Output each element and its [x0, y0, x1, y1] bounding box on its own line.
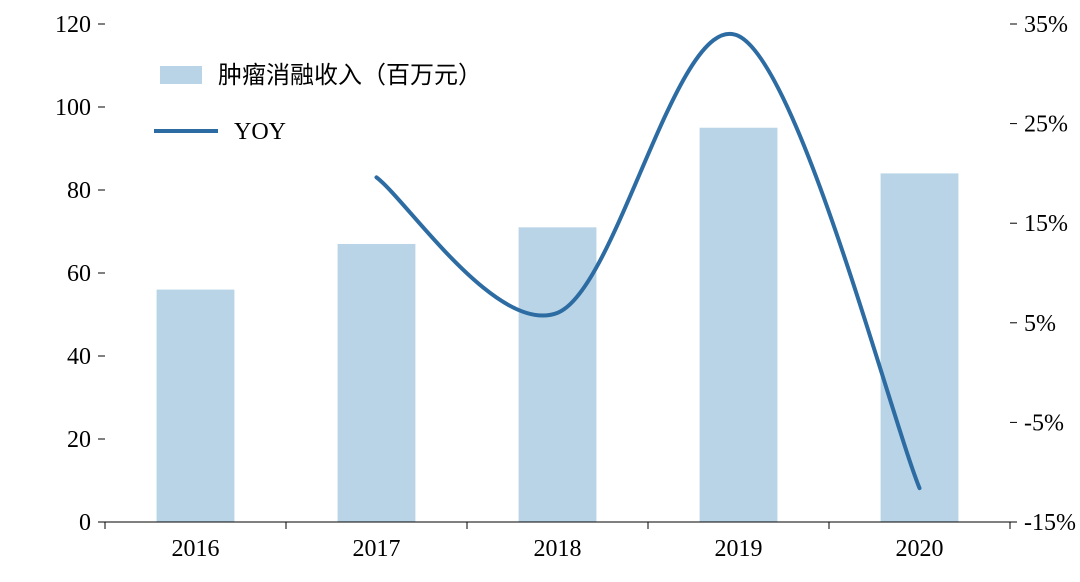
bar: [338, 244, 416, 522]
y-left-label: 120: [55, 12, 91, 38]
y-right-label: 25%: [1024, 112, 1068, 138]
yoy-line: [377, 34, 920, 488]
y-right-label: 5%: [1024, 311, 1056, 337]
x-tick-label: 2020: [896, 536, 944, 562]
x-tick-label: 2016: [172, 536, 220, 562]
bar: [519, 227, 597, 522]
legend-line-label: YOY: [234, 119, 286, 145]
bar: [700, 128, 778, 522]
y-left-label: 40: [67, 344, 91, 370]
y-right-label: -15%: [1024, 510, 1076, 536]
y-right-label: -5%: [1024, 410, 1064, 436]
x-tick-label: 2019: [715, 536, 763, 562]
y-left-label: 20: [67, 427, 91, 453]
y-left-label: 80: [67, 178, 91, 204]
legend-bar-swatch: [160, 66, 202, 84]
legend-bar-label: 肿瘤消融收入（百万元）: [218, 62, 482, 89]
y-left-label: 60: [67, 261, 91, 287]
y-right-label: 35%: [1024, 12, 1068, 38]
bar: [157, 290, 235, 522]
x-tick-label: 2017: [353, 536, 401, 562]
x-tick-label: 2018: [534, 536, 582, 562]
bar: [881, 173, 959, 522]
revenue-yoy-chart: 2016 2017 2018 2019 2020 0 20 40 60 80 100 120 -15% -…: [0, 0, 1080, 582]
y-left-label: 0: [79, 510, 91, 536]
y-right-label: 15%: [1024, 211, 1068, 237]
y-left-label: 100: [55, 95, 91, 121]
